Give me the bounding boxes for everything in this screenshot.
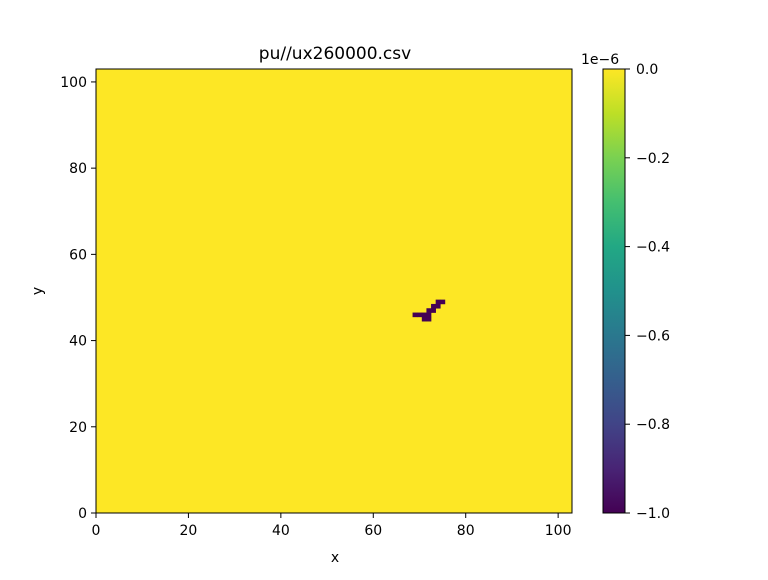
x-axis-label: x: [331, 550, 339, 566]
x-tick-label: 60: [364, 523, 382, 539]
heatmap-cell: [426, 312, 432, 318]
y-tick-label: 0: [78, 506, 87, 522]
heatmap-cell: [412, 312, 418, 318]
heatmap-cell: [440, 299, 446, 305]
colorbar-tick-label: −0.8: [636, 417, 670, 433]
heatmap-cell: [417, 312, 423, 318]
y-tick-label: 40: [69, 334, 87, 350]
colorbar-tick-label: 0.0: [636, 62, 658, 78]
x-axis-ticks: 0 20 40 60 80 100: [92, 513, 572, 539]
colorbar-ticks: 0.0 −0.2 −0.4 −0.6 −0.8 −1.0: [625, 62, 670, 522]
colorbar: 0.0 −0.2 −0.4 −0.6 −0.8 −1.0 1e−6: [581, 52, 670, 522]
plot-frame: [95, 68, 573, 514]
heatmap-cell: [435, 299, 441, 305]
heatmap-cell: [421, 316, 427, 322]
heatmap-cell: [435, 303, 441, 309]
heatmap-cell: [421, 312, 427, 318]
x-tick-label: 0: [92, 523, 101, 539]
heatmap-cell: [431, 303, 436, 309]
y-tick-label: 60: [69, 247, 87, 263]
heatmap-background: [96, 69, 572, 513]
y-tick-label: 80: [69, 161, 87, 177]
heatmap-cells: [412, 299, 446, 322]
chart-title: pu//ux260000.csv: [259, 44, 411, 64]
y-tick-label: 20: [69, 420, 87, 436]
y-axis-label: y: [30, 287, 46, 295]
colorbar-offset-label: 1e−6: [581, 52, 619, 68]
x-tick-label: 40: [272, 523, 290, 539]
colorbar-tick-label: −0.2: [636, 151, 670, 167]
colorbar-tick-label: −0.4: [636, 240, 670, 256]
x-tick-label: 100: [545, 523, 572, 539]
y-axis-ticks: 0 20 40 60 80 100: [60, 75, 96, 522]
y-tick-label: 100: [60, 75, 87, 91]
plot-area: [95, 68, 573, 514]
x-tick-label: 20: [180, 523, 198, 539]
heatmap-cell: [426, 308, 432, 313]
colorbar-tick-label: −0.6: [636, 328, 670, 344]
heatmap-cell: [426, 316, 432, 322]
colorbar-tick-label: −1.0: [636, 506, 670, 522]
colorbar-gradient: [602, 68, 626, 514]
x-tick-label: 80: [457, 523, 475, 539]
heatmap-cell: [431, 308, 436, 313]
